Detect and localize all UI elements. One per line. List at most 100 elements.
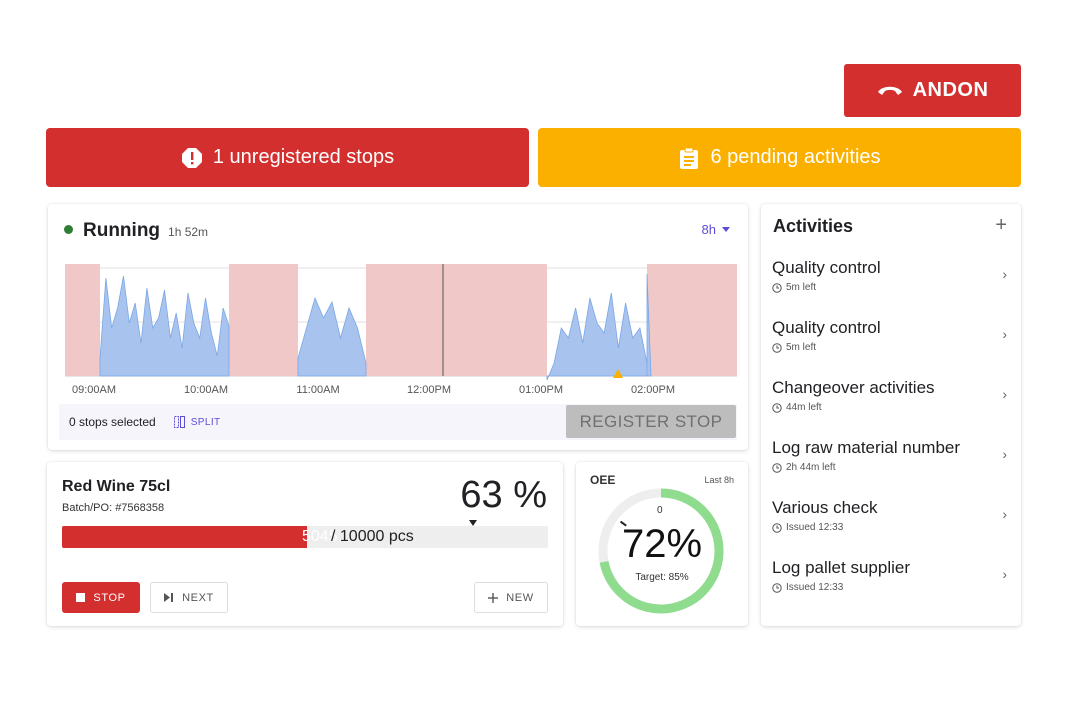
add-activity-button[interactable]: + [995, 214, 1007, 236]
clock-icon [772, 402, 782, 413]
activity-time: 2h 44m left [772, 462, 835, 473]
stopped-period-band[interactable] [647, 264, 737, 376]
activity-time-label: 2h 44m left [786, 462, 836, 473]
time-tick-label: 02:00PM [630, 384, 676, 396]
chevron-right-icon: › [1002, 506, 1007, 522]
activity-name: Various check [772, 498, 878, 517]
activity-time: 44m left [772, 402, 822, 413]
activity-name: Quality control [772, 258, 881, 277]
pending-activities-banner[interactable]: 6 pending activities [538, 128, 1021, 187]
stopped-period-band[interactable] [366, 264, 547, 376]
gauge-zero-label: 0 [657, 505, 663, 516]
chevron-right-icon: › [1002, 266, 1007, 282]
unregistered-stops-banner[interactable]: 1 unregistered stops [46, 128, 529, 187]
time-axis: 09:00AM 10:00AM 11:00AM 12:00PM 01:00PM 02:00… [48, 384, 748, 400]
andon-button[interactable]: ANDON [844, 64, 1021, 117]
activity-time: Issued 12:33 [772, 522, 843, 533]
skip-next-icon [164, 593, 174, 602]
andon-label: ANDON [912, 79, 989, 101]
oee-card: OEE Last 8h 0 72% Target: 85% [576, 462, 748, 626]
oee-target-tick [619, 520, 627, 527]
activity-item[interactable]: Various check Issued 12:33 › [761, 498, 1021, 550]
stop-icon [76, 593, 86, 602]
completion-percent: 63 % [460, 474, 547, 516]
activity-item[interactable]: Log pallet supplier Issued 12:33 › [761, 558, 1021, 610]
time-tick-label: 11:00AM [296, 384, 340, 396]
production-rate-area [99, 273, 652, 380]
batch-number: Batch/PO: #7568358 [62, 502, 165, 514]
new-label: NEW [506, 591, 534, 604]
oee-value: 72% [621, 522, 703, 566]
time-range-value: 8h [701, 222, 716, 237]
stops-selected-label: 0 stops selected [69, 415, 156, 429]
caret-down-icon [722, 227, 730, 232]
pending-activities-label: 6 pending activities [710, 146, 881, 168]
produced-count: 5045 [302, 528, 338, 545]
activities-panel: Activities + Quality control 5m left › Qual… [761, 204, 1021, 626]
production-progress-fill [62, 526, 308, 548]
new-button[interactable]: NEW [474, 582, 548, 613]
machine-status-card: Running 1h 52m 8h 09:00AM 10:00AM 11:00AM 1… [48, 204, 748, 450]
activity-time-label: 44m left [786, 402, 822, 413]
target-count: / 10000 pcs [331, 528, 414, 545]
activity-item[interactable]: Changeover activities 44m left › [761, 378, 1021, 430]
activity-item[interactable]: Quality control 5m left › [761, 318, 1021, 370]
activity-time: 5m left [772, 342, 816, 353]
activity-time-label: Issued 12:33 [786, 522, 844, 533]
register-stop-button[interactable]: REGISTER STOP [566, 405, 736, 438]
oee-gauge [598, 488, 724, 614]
event-marker-icon[interactable] [613, 369, 623, 378]
clock-icon [772, 282, 782, 293]
status-header: Running 1h 52m [64, 220, 208, 242]
stopped-period-band[interactable] [65, 264, 100, 376]
activity-name: Changeover activities [772, 378, 935, 397]
time-range-select[interactable]: 8h [702, 222, 730, 237]
next-label: NEXT [182, 591, 214, 604]
stop-label: STOP [93, 591, 126, 604]
time-tick-label: 01:00PM [518, 384, 564, 396]
activity-item[interactable]: Log raw material number 2h 44m left › [761, 438, 1021, 490]
activity-time: Issued 12:33 [772, 582, 843, 593]
split-icon [173, 416, 185, 428]
chevron-right-icon: › [1002, 326, 1007, 342]
clock-icon [772, 582, 782, 593]
time-tick-label: 12:00PM [406, 384, 452, 396]
stopped-period-band[interactable] [229, 264, 298, 376]
oee-target: Target: 85% [635, 572, 689, 583]
activity-name: Log raw material number [772, 438, 961, 457]
clock-icon [772, 522, 782, 533]
chevron-right-icon: › [1002, 446, 1007, 462]
target-marker-icon [469, 520, 477, 526]
activity-name: Log pallet supplier [772, 558, 910, 577]
activity-time: 5m left [772, 282, 816, 293]
clock-icon [772, 462, 782, 473]
activity-item[interactable]: Quality control 5m left › [761, 258, 1021, 310]
next-button[interactable]: NEXT [150, 582, 228, 613]
product-card: Red Wine 75cl Batch/PO: #7568358 63 % 50… [47, 462, 563, 626]
status-duration: 1h 52m [168, 225, 209, 239]
split-button[interactable]: SPLIT [173, 416, 221, 428]
stop-button[interactable]: STOP [62, 582, 140, 613]
status-label: Running [83, 220, 161, 241]
unregistered-stops-label: 1 unregistered stops [212, 146, 395, 168]
phone-hangup-icon [877, 86, 902, 95]
chevron-right-icon: › [1002, 386, 1007, 402]
clipboard-icon [680, 147, 699, 169]
activities-title: Activities [773, 216, 854, 236]
time-tick-label: 10:00AM [183, 384, 229, 396]
time-tick-label: 09:00AM [71, 384, 117, 396]
production-timeline-chart[interactable] [65, 264, 737, 380]
oee-label: OEE [590, 473, 616, 487]
activity-time-label: Issued 12:33 [786, 582, 844, 593]
alert-octagon-icon [181, 147, 202, 168]
product-name: Red Wine 75cl [62, 478, 171, 495]
activity-time-label: 5m left [786, 342, 817, 353]
activity-name: Quality control [772, 318, 881, 337]
oee-gauge-arc [599, 488, 724, 614]
plus-icon [488, 592, 499, 603]
stop-selection-bar: 0 stops selected SPLIT REGISTER STOP [59, 404, 737, 440]
activity-time-label: 5m left [786, 282, 817, 293]
production-progress-bar: 5045 [62, 526, 548, 548]
running-status-dot [64, 225, 73, 234]
clock-icon [772, 342, 782, 353]
